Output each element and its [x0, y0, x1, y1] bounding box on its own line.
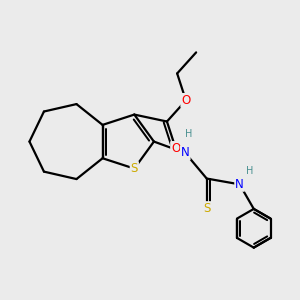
Text: S: S: [130, 162, 138, 175]
Text: S: S: [203, 202, 210, 215]
Text: H: H: [185, 129, 192, 139]
Text: N: N: [181, 146, 190, 160]
Text: O: O: [181, 94, 190, 107]
Text: O: O: [171, 142, 180, 155]
Text: N: N: [235, 178, 244, 191]
Text: H: H: [246, 166, 253, 176]
